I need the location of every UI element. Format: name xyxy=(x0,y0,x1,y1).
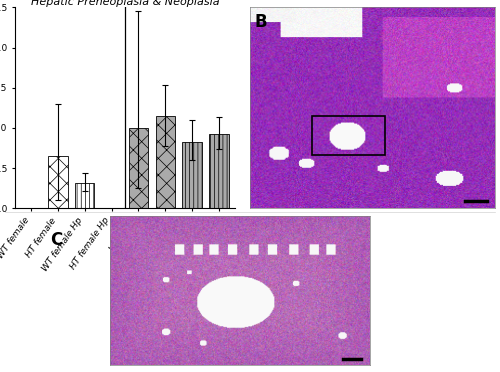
Title: Hepatic Preneoplasia & Neoplasia: Hepatic Preneoplasia & Neoplasia xyxy=(30,0,220,7)
Bar xyxy=(156,116,175,208)
Text: B: B xyxy=(255,13,268,32)
Text: C: C xyxy=(50,231,62,248)
Bar xyxy=(129,128,148,208)
Bar xyxy=(209,134,229,208)
Bar xyxy=(48,156,68,208)
Bar xyxy=(182,142,202,208)
Bar xyxy=(312,116,386,155)
Bar xyxy=(75,183,94,208)
